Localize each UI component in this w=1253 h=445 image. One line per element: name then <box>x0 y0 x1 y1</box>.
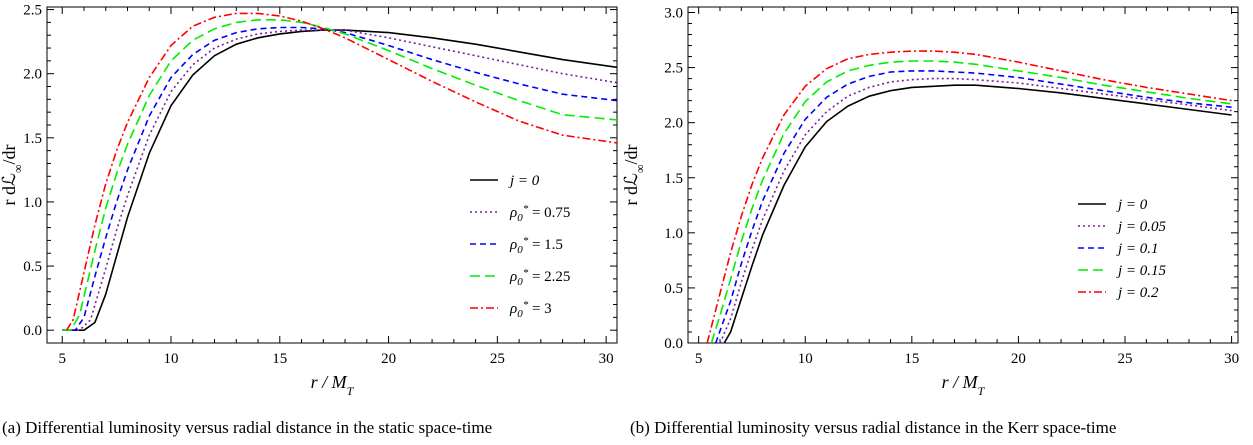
x-tick-label: 20 <box>1011 351 1026 367</box>
series-line-2 <box>62 26 617 332</box>
y-tick-label: 0.5 <box>23 259 42 275</box>
series-line-0 <box>723 84 1232 343</box>
legend-entry: ρ0* = 1.5 <box>509 235 563 256</box>
y-tick-label: 2.5 <box>664 61 683 77</box>
series-line-4 <box>706 50 1232 343</box>
y-tick-label: 2.0 <box>664 116 683 132</box>
legend-entry: j = 0 <box>1116 197 1148 213</box>
chart-b: 5 10 15 20 25 30 0.0 0.5 1.0 1.5 2.0 2.5 3.0 r / MT r … <box>621 6 1239 398</box>
x-tick-label: 5 <box>58 351 66 367</box>
caption-b: (b) Differential luminosity versus radia… <box>630 418 1117 437</box>
x-axis-label: r / MT <box>942 372 986 398</box>
y-tick-label: 0.0 <box>664 336 683 352</box>
y-tick-label: 2.5 <box>23 3 42 19</box>
y-axis-label: r dℒ∞/dr <box>621 144 647 205</box>
x-tick-label: 30 <box>1224 351 1239 367</box>
legend-entry: ρ0* = 2.25 <box>509 267 570 288</box>
series-line-1 <box>62 29 617 332</box>
y-tick-label: 1.5 <box>664 171 683 187</box>
legend-entry: ρ0* = 3 <box>509 299 552 320</box>
y-tick-label: 2.0 <box>23 67 42 83</box>
legend-entry: ρ0* = 0.75 <box>509 203 570 224</box>
y-axis-label: r dℒ∞/dr <box>0 144 25 205</box>
plot-frame <box>687 6 1239 344</box>
plot-frame <box>46 6 618 344</box>
series-line-1 <box>719 77 1232 343</box>
x-tick-label: 15 <box>904 351 919 367</box>
x-tick-label: 25 <box>1118 351 1133 367</box>
legend-entry: j = 0.1 <box>1116 241 1159 257</box>
legend-entry: j = 0.05 <box>1116 219 1167 235</box>
legend: j = 0 j = 0.05 j = 0.1 j = 0.15 j = 0.2 <box>1078 197 1167 301</box>
y-tick-label: 1.0 <box>23 195 42 211</box>
y-tick-label: 0.5 <box>664 281 683 297</box>
y-tick-label: 1.0 <box>664 226 683 242</box>
series-line-3 <box>710 60 1232 343</box>
series-line-4 <box>65 12 617 331</box>
x-tick-label: 5 <box>695 351 703 367</box>
legend-entry: j = 0.15 <box>1116 263 1167 279</box>
x-tick-label: 30 <box>599 351 614 367</box>
x-tick-label: 10 <box>164 351 179 367</box>
series-line-0 <box>62 29 617 332</box>
x-tick-label: 20 <box>381 351 396 367</box>
chart-a: 5 10 15 20 25 30 0.0 0.5 1.0 1.5 2.0 2.5 r / MT r dℒ∞… <box>0 3 618 398</box>
legend-entry: j = 0 <box>508 173 540 189</box>
y-tick-label: 3.0 <box>664 6 683 22</box>
legend-entry: j = 0.2 <box>1116 285 1159 301</box>
legend: j = 0 ρ0* = 0.75 ρ0* = 1.5 ρ0* = 2.25 ρ0* = … <box>470 173 570 320</box>
series-line-2 <box>714 70 1232 343</box>
y-tick-label: 0.0 <box>23 323 42 339</box>
y-tick-label: 1.5 <box>23 131 42 147</box>
x-axis-label: r / MT <box>311 372 355 398</box>
series-line-3 <box>62 18 617 332</box>
caption-a: (a) Differential luminosity versus radia… <box>2 418 493 437</box>
x-tick-label: 10 <box>798 351 813 367</box>
x-tick-label: 25 <box>490 351 505 367</box>
x-tick-label: 15 <box>272 351 287 367</box>
